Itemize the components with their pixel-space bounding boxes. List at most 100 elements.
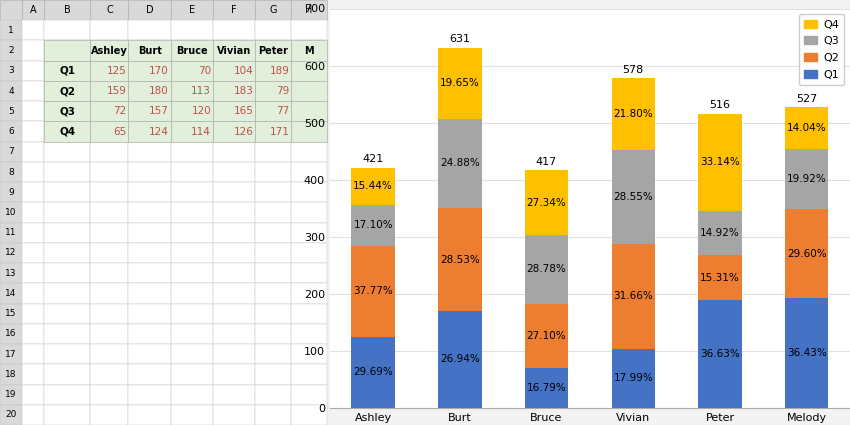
Bar: [171, 142, 212, 162]
Bar: [171, 344, 212, 364]
Bar: [22, 162, 44, 182]
Bar: [291, 101, 327, 122]
Text: D: D: [145, 5, 153, 15]
Bar: [44, 101, 90, 122]
Text: Vivian: Vivian: [217, 45, 251, 56]
Bar: [212, 122, 255, 142]
Bar: [44, 344, 90, 364]
Text: F: F: [231, 5, 236, 15]
Bar: [524, 170, 568, 235]
Bar: [212, 243, 255, 263]
Bar: [291, 385, 327, 405]
Text: 6: 6: [8, 127, 14, 136]
Bar: [90, 223, 128, 243]
Bar: [785, 298, 828, 408]
Text: 26.94%: 26.94%: [440, 354, 479, 365]
Bar: [612, 150, 654, 244]
Bar: [128, 81, 171, 101]
Bar: [255, 61, 291, 81]
Bar: [22, 101, 44, 122]
Bar: [291, 61, 327, 81]
Bar: [128, 61, 171, 81]
Bar: [22, 122, 44, 142]
Bar: [171, 385, 212, 405]
Bar: [44, 0, 90, 20]
Bar: [90, 405, 128, 425]
Bar: [612, 348, 654, 408]
Bar: [90, 101, 128, 122]
Bar: [291, 81, 327, 101]
Text: H: H: [305, 5, 313, 15]
Bar: [22, 0, 44, 20]
Bar: [291, 0, 327, 20]
Bar: [171, 20, 212, 40]
Bar: [212, 61, 255, 81]
Bar: [0, 364, 22, 385]
Text: 36.63%: 36.63%: [700, 349, 740, 359]
Bar: [44, 324, 90, 344]
Bar: [352, 337, 394, 408]
Bar: [128, 243, 171, 263]
Bar: [255, 81, 291, 101]
Bar: [699, 113, 741, 211]
Bar: [785, 150, 828, 210]
Bar: [22, 405, 44, 425]
Bar: [90, 20, 128, 40]
Bar: [439, 119, 481, 208]
Bar: [90, 40, 128, 61]
Bar: [44, 61, 90, 81]
Bar: [0, 405, 22, 425]
Bar: [0, 202, 22, 223]
Bar: [0, 81, 22, 101]
Bar: [171, 324, 212, 344]
Bar: [44, 202, 90, 223]
Bar: [44, 122, 90, 142]
Bar: [128, 20, 171, 40]
Text: C: C: [106, 5, 113, 15]
Text: 18: 18: [5, 370, 17, 379]
Bar: [291, 202, 327, 223]
Text: 14: 14: [5, 289, 17, 298]
Bar: [212, 101, 255, 122]
Bar: [212, 283, 255, 303]
Text: 126: 126: [234, 127, 253, 136]
Bar: [22, 243, 44, 263]
Bar: [128, 344, 171, 364]
Bar: [128, 101, 171, 122]
Text: 11: 11: [5, 228, 17, 237]
Bar: [255, 122, 291, 142]
Bar: [0, 20, 22, 40]
Bar: [22, 81, 44, 101]
Bar: [90, 122, 128, 142]
Bar: [212, 202, 255, 223]
Bar: [255, 122, 291, 142]
Bar: [255, 101, 291, 122]
Text: 125: 125: [107, 66, 127, 76]
Bar: [0, 101, 22, 122]
Bar: [44, 303, 90, 324]
Text: 28.78%: 28.78%: [527, 264, 566, 274]
Bar: [90, 61, 128, 81]
Bar: [171, 202, 212, 223]
Text: 72: 72: [114, 106, 127, 116]
Bar: [90, 303, 128, 324]
Bar: [22, 202, 44, 223]
Text: 33.14%: 33.14%: [700, 157, 740, 167]
Bar: [128, 405, 171, 425]
Bar: [255, 303, 291, 324]
Bar: [785, 107, 828, 150]
Text: 19.92%: 19.92%: [787, 174, 826, 184]
Bar: [128, 182, 171, 202]
Bar: [212, 385, 255, 405]
Bar: [22, 344, 44, 364]
Bar: [255, 162, 291, 182]
Bar: [171, 81, 212, 101]
Bar: [171, 122, 212, 142]
Bar: [291, 283, 327, 303]
Bar: [171, 283, 212, 303]
Bar: [255, 81, 291, 101]
Bar: [212, 101, 255, 122]
Bar: [128, 142, 171, 162]
Text: 29.60%: 29.60%: [787, 249, 826, 259]
Bar: [352, 246, 394, 337]
